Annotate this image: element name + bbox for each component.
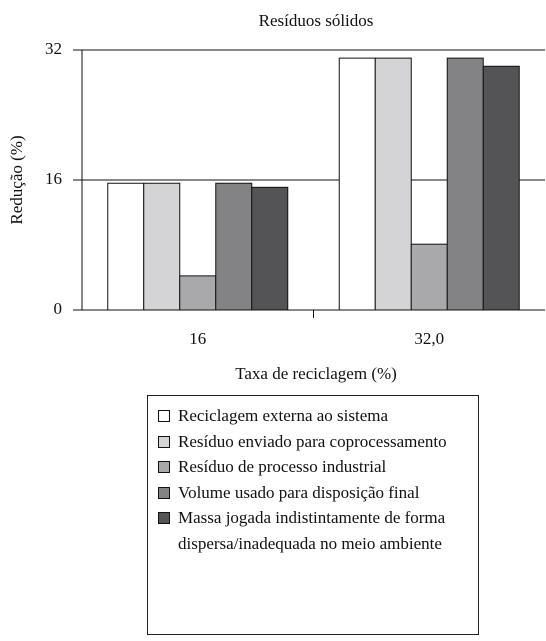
bar bbox=[215, 182, 253, 311]
legend-item: Volume usado para disposição final bbox=[158, 480, 470, 506]
legend: Reciclagem externa ao sistema Resíduo env… bbox=[147, 395, 479, 635]
legend-item: Reciclagem externa ao sistema bbox=[158, 403, 470, 429]
bar bbox=[179, 275, 217, 311]
y-tick-label: 0 bbox=[54, 299, 63, 318]
chart-title: Resíduos sólidos bbox=[259, 11, 374, 30]
legend-item: Resíduo de processo industrial bbox=[158, 454, 470, 480]
x-tick-label: 16 bbox=[189, 329, 206, 348]
x-tick-label: 32,0 bbox=[414, 329, 444, 348]
bar bbox=[446, 57, 484, 311]
legend-item: Resíduo enviado para coprocessamento bbox=[158, 429, 470, 455]
legend-item: Massa jogada indistintamente de forma di… bbox=[158, 505, 470, 556]
legend-swatch bbox=[158, 486, 170, 499]
legend-label: Reciclagem externa ao sistema bbox=[178, 406, 389, 425]
legend-label: Resíduo enviado para coprocessamento bbox=[178, 431, 447, 451]
legend-swatch bbox=[158, 461, 170, 473]
bar bbox=[410, 243, 448, 311]
bar bbox=[251, 186, 289, 311]
y-tick-label: 32 bbox=[45, 39, 62, 58]
legend-label: Volume usado para disposição final bbox=[178, 482, 420, 502]
bar bbox=[107, 182, 145, 311]
bar bbox=[482, 65, 520, 311]
legend-label: Massa jogada indistintamente de forma di… bbox=[178, 508, 446, 553]
bar bbox=[143, 182, 181, 311]
legend-swatch bbox=[158, 435, 170, 448]
legend-label: Resíduo de processo industrial bbox=[178, 457, 387, 476]
legend-swatch bbox=[158, 512, 170, 524]
bar bbox=[374, 57, 412, 311]
y-tick-label: 16 bbox=[45, 169, 62, 188]
y-axis-label: Redução (%) bbox=[7, 135, 26, 224]
bar bbox=[338, 57, 376, 311]
x-axis-label: Taxa de reciclagem (%) bbox=[235, 364, 397, 383]
legend-swatch bbox=[158, 410, 170, 422]
